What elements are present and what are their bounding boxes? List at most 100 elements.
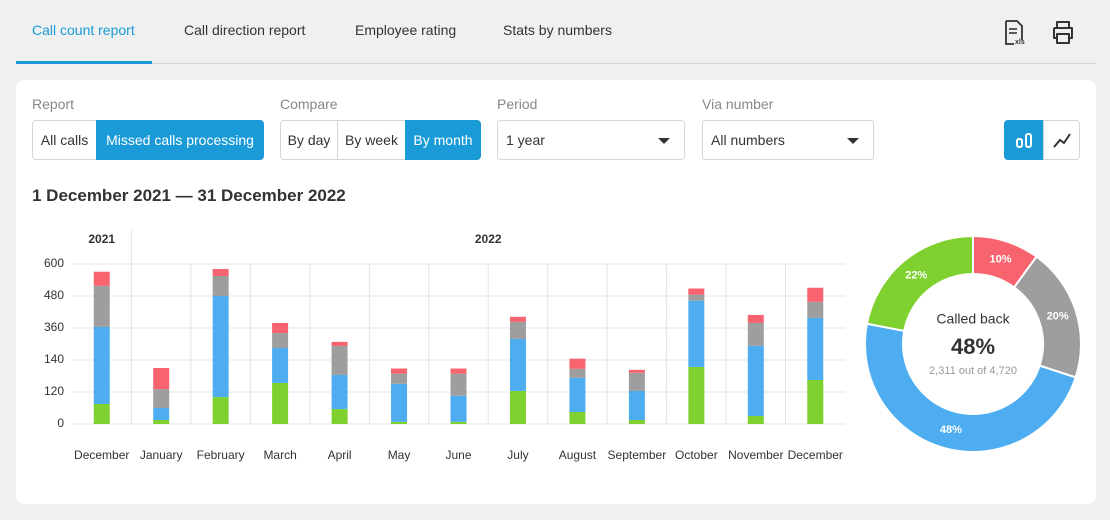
bar-segment bbox=[747, 345, 764, 416]
print-icon bbox=[1053, 21, 1073, 44]
y-tick-label: 600 bbox=[44, 256, 64, 270]
filter-label: Period bbox=[497, 96, 538, 112]
filter-label: Report bbox=[32, 96, 75, 112]
bar-segment bbox=[509, 316, 526, 322]
compare-option[interactable]: By month bbox=[405, 120, 481, 160]
filter-label: Via number bbox=[702, 96, 774, 112]
bar-segment bbox=[628, 369, 645, 373]
y-tick-label: 360 bbox=[44, 320, 64, 334]
bar-segment bbox=[391, 421, 408, 424]
bar-segment bbox=[391, 368, 408, 374]
icon-outline bbox=[1005, 20, 1023, 45]
export-xls-button[interactable]: xls bbox=[1000, 18, 1030, 48]
x-tick-label: February bbox=[197, 448, 245, 462]
bar-segment bbox=[747, 416, 764, 424]
bar-segment bbox=[391, 383, 408, 422]
dropdown-arrow bbox=[847, 138, 859, 144]
bar-segment bbox=[628, 372, 645, 391]
filter-label: Compare bbox=[280, 96, 338, 112]
slice-label: 22% bbox=[905, 269, 927, 281]
bar-segment bbox=[331, 341, 348, 346]
bar-segment bbox=[93, 285, 110, 327]
compare-option[interactable]: By day bbox=[280, 120, 338, 160]
bar-segment bbox=[509, 338, 526, 391]
x-tick-label: May bbox=[388, 448, 411, 462]
y-tick-label: 480 bbox=[44, 288, 64, 302]
tab[interactable]: Call count report bbox=[32, 22, 135, 38]
bar-segment bbox=[628, 420, 645, 424]
bar-icon bbox=[1016, 133, 1032, 148]
bar-segment bbox=[807, 380, 824, 424]
donut-slice bbox=[864, 322, 1077, 453]
date-range: 1 December 2021 — 31 December 2022 bbox=[32, 186, 346, 205]
slice-label: 10% bbox=[989, 253, 1011, 265]
bar-segment bbox=[153, 408, 170, 420]
number-dropdown[interactable]: All numbers bbox=[702, 120, 874, 160]
x-tick-label: December bbox=[74, 448, 129, 462]
bar-segment bbox=[331, 374, 348, 410]
y-tick-label: 0 bbox=[57, 416, 64, 430]
bar-segment bbox=[153, 420, 170, 424]
bar-segment bbox=[212, 397, 229, 424]
bar-segment bbox=[272, 382, 289, 424]
tab[interactable]: Stats by numbers bbox=[503, 22, 612, 38]
bar-segment bbox=[747, 314, 764, 323]
bar-segment bbox=[569, 412, 586, 424]
icon-label: xls bbox=[1015, 39, 1025, 46]
dropdown-value: 1 year bbox=[506, 132, 545, 148]
bar-segment bbox=[331, 345, 348, 375]
x-tick-label: June bbox=[445, 448, 471, 462]
tab-divider bbox=[16, 63, 1096, 64]
bar-segment bbox=[212, 276, 229, 296]
x-tick-label: September bbox=[608, 448, 667, 462]
bar-segment bbox=[331, 409, 348, 424]
tab[interactable]: Call direction report bbox=[184, 22, 306, 38]
bar-segment bbox=[153, 368, 170, 390]
tab[interactable]: Employee rating bbox=[355, 22, 457, 38]
bar-segment bbox=[509, 390, 526, 424]
bar-segment bbox=[688, 366, 705, 424]
slice-label: 20% bbox=[1047, 310, 1069, 322]
y-tick-label: 120 bbox=[44, 384, 64, 398]
x-tick-label: July bbox=[507, 448, 528, 462]
bar-segment bbox=[807, 287, 824, 302]
bar-segment bbox=[450, 395, 467, 422]
bar-segment bbox=[212, 296, 229, 398]
slice-label: 48% bbox=[940, 424, 962, 436]
line-view-toggle[interactable] bbox=[1043, 120, 1080, 160]
bar-segment bbox=[688, 294, 705, 301]
bar-segment bbox=[93, 404, 110, 424]
bar-segment bbox=[450, 373, 467, 396]
bar-segment bbox=[807, 317, 824, 380]
center-value: 48% bbox=[951, 334, 995, 359]
period-dropdown[interactable]: 1 year bbox=[497, 120, 685, 160]
print-button[interactable] bbox=[1049, 18, 1079, 48]
bar-segment bbox=[212, 269, 229, 276]
bar-segment bbox=[509, 321, 526, 339]
bar-segment bbox=[569, 377, 586, 412]
bar-segment bbox=[272, 348, 289, 383]
x-tick-label: January bbox=[140, 448, 183, 462]
center-note: 2,311 out of 4,720 bbox=[929, 365, 1017, 377]
bar-segment bbox=[569, 368, 586, 378]
bar-segment bbox=[450, 421, 467, 424]
y-tick-label: 140 bbox=[44, 352, 64, 366]
x-tick-label: August bbox=[559, 448, 597, 462]
report-option[interactable]: All calls bbox=[32, 120, 97, 160]
bar-segment bbox=[272, 333, 289, 348]
bar-segment bbox=[688, 300, 705, 367]
x-tick-label: March bbox=[263, 448, 296, 462]
report-option[interactable]: Missed calls processing bbox=[96, 120, 264, 160]
bar-segment bbox=[688, 288, 705, 295]
bar-segment bbox=[628, 390, 645, 420]
bar-segment bbox=[153, 389, 170, 408]
tab-indicator bbox=[16, 61, 152, 64]
bar-segment bbox=[807, 301, 824, 318]
bar-segment bbox=[747, 322, 764, 346]
x-tick-label: November bbox=[728, 448, 783, 462]
bar-segment bbox=[391, 373, 408, 384]
year-label: 2021 bbox=[88, 232, 115, 246]
bar-segment bbox=[93, 326, 110, 404]
